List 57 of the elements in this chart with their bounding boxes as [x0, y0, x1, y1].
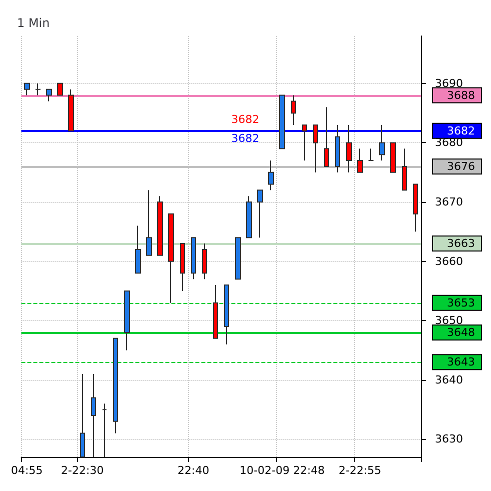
candlestick: [413, 184, 418, 232]
candlestick: [357, 148, 363, 173]
candlestick: [302, 124, 307, 162]
x-tick-label: 2-22:30: [61, 464, 104, 477]
chart-title: 1 Min: [17, 16, 50, 30]
y-tick-label: 3630: [435, 432, 463, 446]
candlestick: [335, 124, 340, 173]
y-tick-label: 3640: [435, 373, 463, 386]
y-tick-label: 3690: [435, 76, 463, 90]
y-tick-label: 3650: [435, 314, 463, 328]
candlestick: [102, 403, 107, 458]
candlestick: [180, 243, 185, 292]
candlestick: [324, 106, 329, 167]
candlestick: [157, 196, 163, 256]
candlestick: [213, 284, 218, 339]
x-tick-label: 10-02-09 22:48: [240, 464, 325, 477]
candlestick: [235, 237, 241, 280]
candlestick: [246, 196, 252, 238]
candlestick: [35, 82, 41, 96]
candlestick: [46, 88, 52, 102]
ref-line-label: 3688: [447, 88, 475, 102]
candlestick: [68, 88, 74, 132]
candlestick: [168, 213, 174, 304]
candlestick: [291, 94, 296, 126]
candlestick: [91, 373, 96, 458]
candlestick: [80, 373, 85, 458]
x-tick-label: 04:55: [10, 464, 43, 477]
candlestick: [57, 82, 63, 96]
y-tick-label: 3660: [435, 254, 463, 268]
ref-line-label: 3676: [447, 160, 475, 173]
candlestick: [279, 94, 285, 150]
x-tick-label: 2-22:55: [338, 464, 382, 477]
annotation: 3682: [231, 132, 260, 146]
ref-line-label: 3643: [447, 356, 475, 369]
candlestick: [402, 148, 407, 191]
candlestick: [113, 338, 118, 434]
ref-line-label: 3653: [447, 296, 475, 310]
x-tick-label: 22:40: [178, 464, 210, 477]
candlestick: [268, 160, 274, 191]
annotation: 3682: [231, 113, 260, 126]
candlestick: [146, 190, 152, 256]
candlestick: [124, 290, 130, 351]
candlestick: [346, 124, 352, 173]
candlestick: [257, 190, 263, 238]
candlestick: [24, 82, 30, 96]
candlestick: [202, 243, 207, 280]
candlestick: [224, 284, 229, 345]
ref-line-label: 3663: [447, 237, 475, 250]
candlestick: [191, 237, 196, 280]
candlestick: [368, 148, 374, 162]
ref-line-label: 3682: [447, 124, 475, 138]
candlestick: [135, 225, 141, 274]
ref-line-label: 3648: [447, 326, 475, 339]
candlestick: [379, 124, 385, 162]
candlestick: [313, 124, 318, 173]
y-tick-label: 3670: [435, 196, 463, 209]
candlestick: [390, 142, 396, 173]
